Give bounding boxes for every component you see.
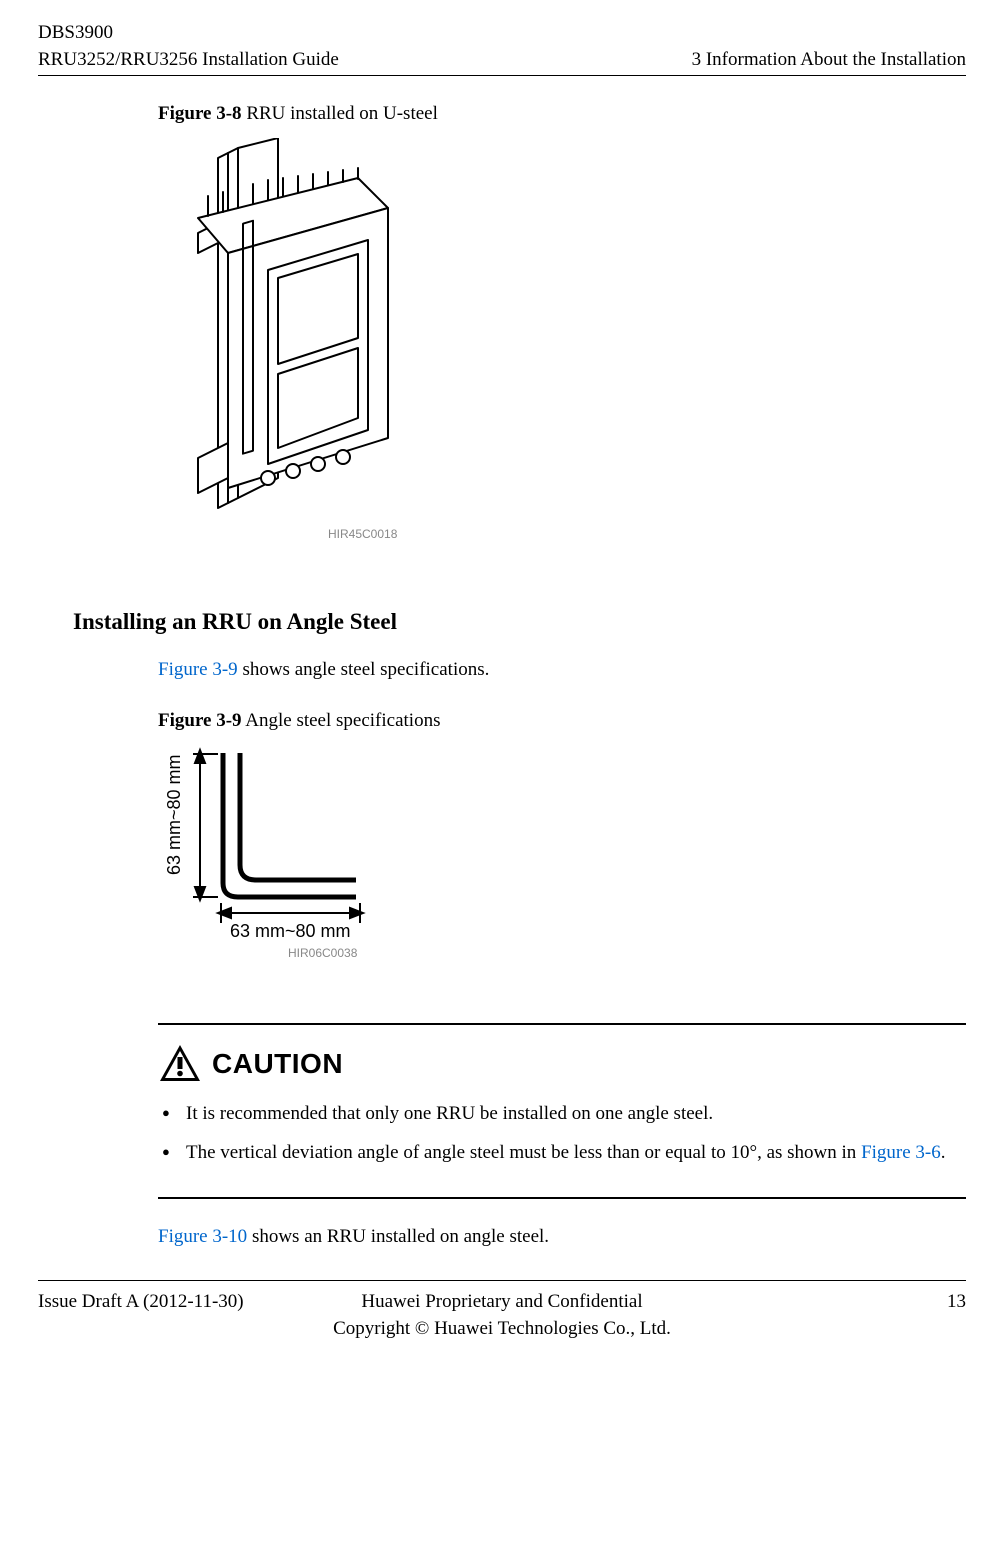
caution-list: It is recommended that only one RRU be i… (158, 1101, 966, 1166)
caution-item-1: It is recommended that only one RRU be i… (158, 1101, 966, 1128)
figure-3-8-block: Figure 3-8 RRU installed on U-steel (158, 101, 966, 556)
figure-3-9-link[interactable]: Figure 3-9 (158, 659, 238, 680)
figure-3-10-link[interactable]: Figure 3-10 (158, 1226, 247, 1247)
angle-vertical-label: 63 mm~80 mm (164, 754, 184, 875)
doc-title: RRU3252/RRU3256 Installation Guide (38, 47, 339, 74)
footer-copyright: Copyright © Huawei Technologies Co., Ltd… (333, 1316, 671, 1343)
closing-para-rest: shows an RRU installed on angle steel. (247, 1226, 549, 1247)
header-left: DBS3900 RRU3252/RRU3256 Installation Gui… (38, 20, 339, 73)
intro-para-rest: shows angle steel specifications. (238, 659, 490, 680)
intro-block: Figure 3-9 shows angle steel specificati… (158, 657, 966, 1251)
intro-para: Figure 3-9 shows angle steel specificati… (158, 657, 966, 684)
figure-3-8-label: Figure 3-8 (158, 103, 242, 124)
caution-icon (158, 1043, 202, 1083)
figure-3-8-caption: Figure 3-8 RRU installed on U-steel (158, 101, 966, 128)
footer-issue: Issue Draft A (2012-11-30) (38, 1289, 333, 1316)
figure-3-8-id: HIR45C0018 (328, 527, 398, 541)
figure-3-9-caption: Figure 3-9 Angle steel specifications (158, 708, 966, 735)
caution-item-2: The vertical deviation angle of angle st… (158, 1140, 966, 1167)
figure-3-9-label: Figure 3-9 (158, 710, 242, 731)
figure-3-8-caption-text: RRU installed on U-steel (242, 103, 438, 124)
product-name: DBS3900 (38, 20, 339, 47)
figure-3-8-image: HIR45C0018 (158, 138, 966, 557)
footer-page-number: 13 (671, 1289, 966, 1316)
header-right: 3 Information About the Installation (692, 20, 966, 73)
chapter-title: 3 Information About the Installation (692, 47, 966, 74)
caution-item-2-prefix: The vertical deviation angle of angle st… (186, 1142, 861, 1163)
caution-item-1-text: It is recommended that only one RRU be i… (186, 1103, 713, 1124)
figure-3-9-id: HIR06C0038 (288, 946, 358, 960)
angle-horizontal-label: 63 mm~80 mm (230, 921, 351, 941)
page-footer: Issue Draft A (2012-11-30) Huawei Propri… (38, 1280, 966, 1342)
caution-box: CAUTION It is recommended that only one … (158, 1023, 966, 1198)
footer-center: Huawei Proprietary and Confidential Copy… (333, 1289, 671, 1342)
section-heading: Installing an RRU on Angle Steel (73, 606, 966, 638)
figure-3-9-caption-text: Angle steel specifications (242, 710, 441, 731)
page-header: DBS3900 RRU3252/RRU3256 Installation Gui… (38, 20, 966, 76)
closing-para: Figure 3-10 shows an RRU installed on an… (158, 1224, 966, 1251)
figure-3-9-image: 63 mm~80 mm 63 mm~80 mm (158, 745, 966, 969)
caution-item-2-suffix: . (941, 1142, 946, 1163)
caution-head: CAUTION (158, 1043, 966, 1083)
footer-proprietary: Huawei Proprietary and Confidential (333, 1289, 671, 1316)
figure-3-6-link[interactable]: Figure 3-6 (861, 1142, 941, 1163)
caution-title: CAUTION (212, 1044, 343, 1083)
